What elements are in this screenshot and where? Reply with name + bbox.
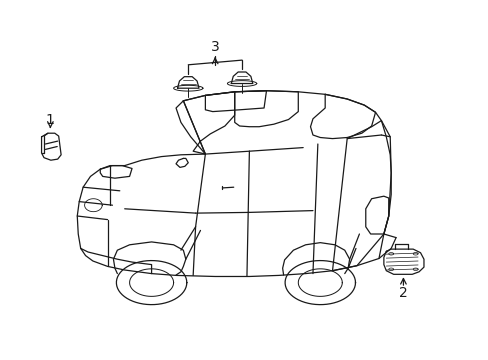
Text: 2: 2	[398, 287, 407, 300]
Text: 3: 3	[210, 40, 219, 54]
Text: 1: 1	[46, 113, 55, 126]
